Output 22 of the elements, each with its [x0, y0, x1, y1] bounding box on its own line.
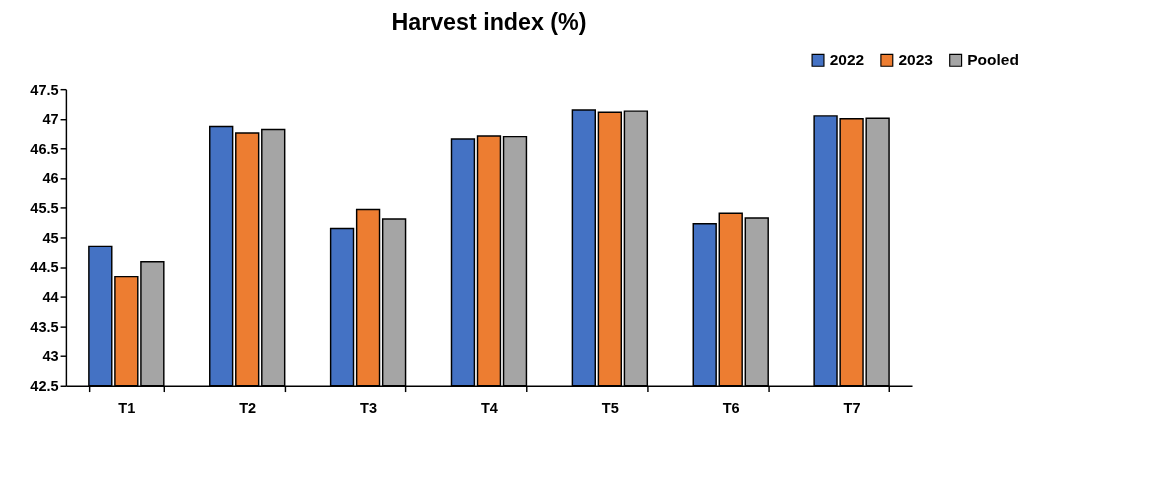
y-tick-label: 47: [42, 111, 59, 128]
x-tick-label: T2: [239, 400, 257, 417]
x-tick-label: T4: [480, 400, 498, 417]
x-tick-label: T3: [360, 400, 378, 417]
x-tick-label: T5: [601, 400, 619, 417]
x-tick-label: T6: [722, 400, 740, 417]
y-tick-label: 44.5: [30, 259, 59, 276]
y-tick-label: 46.5: [30, 140, 59, 157]
y-tick-label: 43: [42, 348, 59, 365]
y-tick-label: 45.5: [30, 200, 59, 217]
legend-label: 2023: [898, 51, 934, 69]
y-tick-label: 47.5: [30, 81, 59, 98]
y-tick-label: 42.5: [30, 378, 59, 395]
legend-label: 2022: [829, 51, 865, 69]
y-tick-label: 44: [42, 289, 59, 306]
y-tick-label: 43.5: [30, 318, 59, 335]
y-tick-label: 45: [42, 229, 59, 246]
x-tick-label: T7: [843, 400, 861, 417]
legend-label: Pooled: [967, 51, 1019, 69]
x-tick-label: T1: [118, 400, 136, 417]
chart-title: Harvest index (%): [391, 9, 587, 36]
y-tick-label: 46: [42, 170, 59, 187]
